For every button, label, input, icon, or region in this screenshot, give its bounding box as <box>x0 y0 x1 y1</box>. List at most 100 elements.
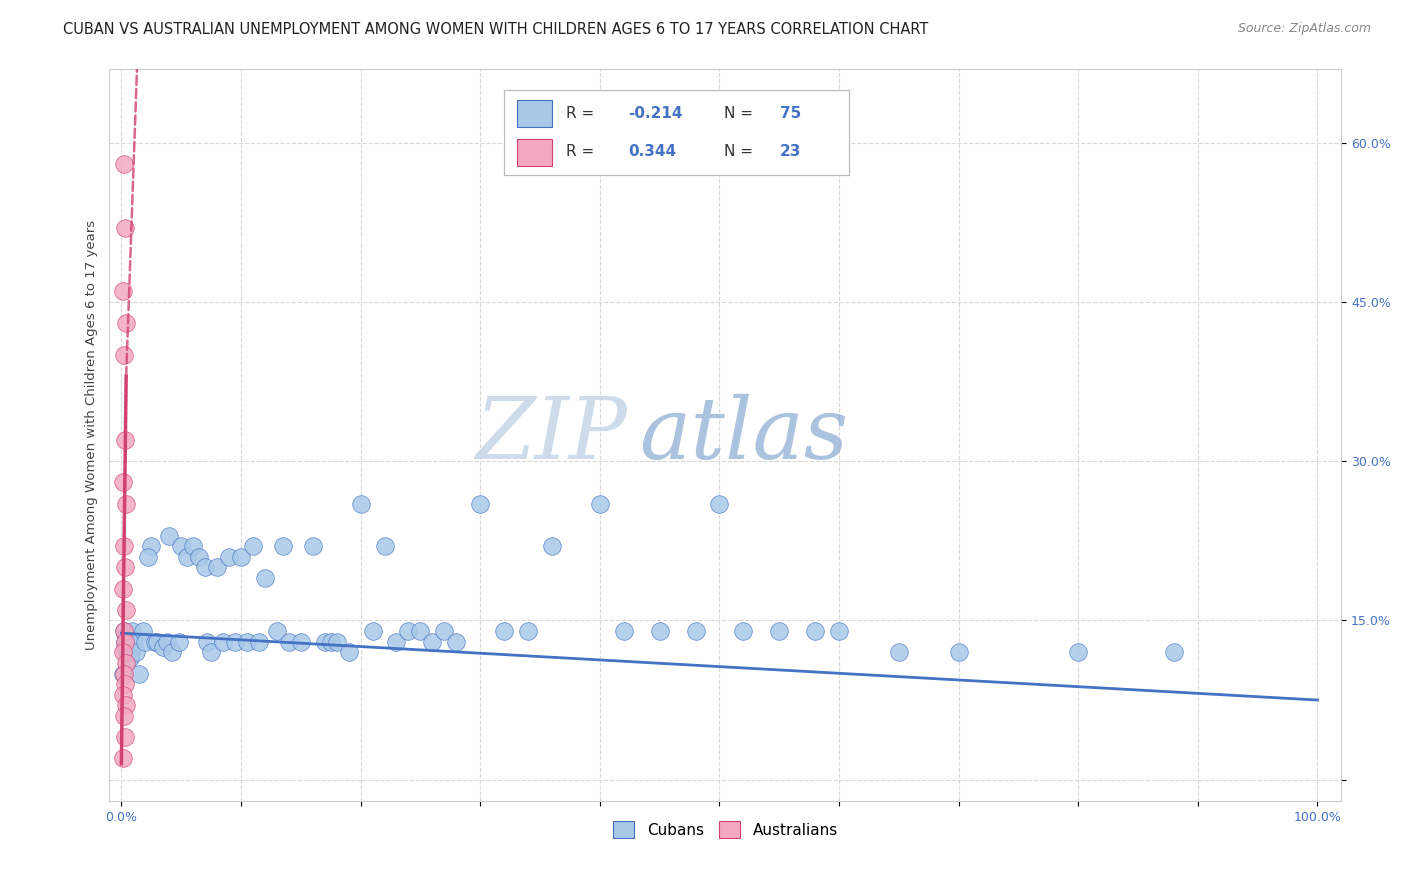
Point <box>136 549 159 564</box>
Point <box>112 624 135 638</box>
Point <box>212 634 235 648</box>
Point <box>152 640 174 654</box>
Point <box>111 645 134 659</box>
Point <box>200 645 222 659</box>
Point <box>218 549 240 564</box>
Text: Source: ZipAtlas.com: Source: ZipAtlas.com <box>1237 22 1371 36</box>
Point <box>337 645 360 659</box>
Point <box>1067 645 1090 659</box>
Point <box>176 549 198 564</box>
Point <box>121 624 143 638</box>
Point <box>409 624 432 638</box>
Point <box>319 634 342 648</box>
Point <box>290 634 312 648</box>
Point <box>117 650 139 665</box>
Point <box>224 634 246 648</box>
Point <box>134 634 156 648</box>
Point <box>112 666 135 681</box>
Text: ZIP: ZIP <box>475 393 627 476</box>
Point <box>115 656 138 670</box>
Point <box>170 539 193 553</box>
Point <box>301 539 323 553</box>
Point <box>115 316 138 330</box>
Point <box>361 624 384 638</box>
Point <box>111 582 134 596</box>
Point <box>446 634 468 648</box>
Point <box>114 433 136 447</box>
Point <box>115 497 138 511</box>
Point <box>242 539 264 553</box>
Point <box>122 634 145 648</box>
Point <box>188 549 211 564</box>
Point <box>160 645 183 659</box>
Point <box>229 549 252 564</box>
Point <box>114 640 136 654</box>
Point <box>167 634 190 648</box>
Point <box>114 730 136 744</box>
Point <box>115 629 138 643</box>
Point <box>277 634 299 648</box>
Point <box>111 666 134 681</box>
Point <box>115 603 138 617</box>
Point <box>247 634 270 648</box>
Point <box>125 645 148 659</box>
Point <box>887 645 910 659</box>
Text: CUBAN VS AUSTRALIAN UNEMPLOYMENT AMONG WOMEN WITH CHILDREN AGES 6 TO 17 YEARS CO: CUBAN VS AUSTRALIAN UNEMPLOYMENT AMONG W… <box>63 22 928 37</box>
Point <box>733 624 755 638</box>
Point <box>541 539 564 553</box>
Point <box>648 624 671 638</box>
Point <box>112 348 135 362</box>
Point <box>112 539 135 553</box>
Point <box>141 539 163 553</box>
Point <box>253 571 276 585</box>
Legend: Cubans, Australians: Cubans, Australians <box>607 814 844 845</box>
Point <box>205 560 228 574</box>
Point <box>373 539 395 553</box>
Point <box>120 645 142 659</box>
Point <box>266 624 288 638</box>
Point <box>709 497 731 511</box>
Point <box>197 634 219 648</box>
Point <box>314 634 336 648</box>
Point <box>112 157 135 171</box>
Point <box>111 751 134 765</box>
Point <box>118 650 141 665</box>
Point <box>128 666 150 681</box>
Text: atlas: atlas <box>640 393 848 476</box>
Point <box>194 560 217 574</box>
Point <box>470 497 492 511</box>
Point <box>114 634 136 648</box>
Point <box>112 709 135 723</box>
Point <box>768 624 790 638</box>
Point <box>111 475 134 490</box>
Point <box>146 634 169 648</box>
Point <box>349 497 371 511</box>
Point <box>111 285 134 299</box>
Point <box>271 539 294 553</box>
Point <box>494 624 516 638</box>
Point <box>685 624 707 638</box>
Point <box>111 688 134 702</box>
Point <box>181 539 204 553</box>
Point <box>132 624 155 638</box>
Point <box>804 624 827 638</box>
Point <box>115 698 138 713</box>
Point <box>112 624 135 638</box>
Point <box>156 634 179 648</box>
Point <box>325 634 347 648</box>
Point <box>828 624 851 638</box>
Point <box>948 645 970 659</box>
Point <box>433 624 456 638</box>
Y-axis label: Unemployment Among Women with Children Ages 6 to 17 years: Unemployment Among Women with Children A… <box>86 219 98 649</box>
Point <box>589 497 612 511</box>
Point <box>114 220 136 235</box>
Point <box>1163 645 1185 659</box>
Point <box>422 634 444 648</box>
Point <box>114 634 136 648</box>
Point <box>117 645 139 659</box>
Point <box>143 634 166 648</box>
Point <box>385 634 408 648</box>
Point <box>114 560 136 574</box>
Point <box>236 634 259 648</box>
Point <box>517 624 540 638</box>
